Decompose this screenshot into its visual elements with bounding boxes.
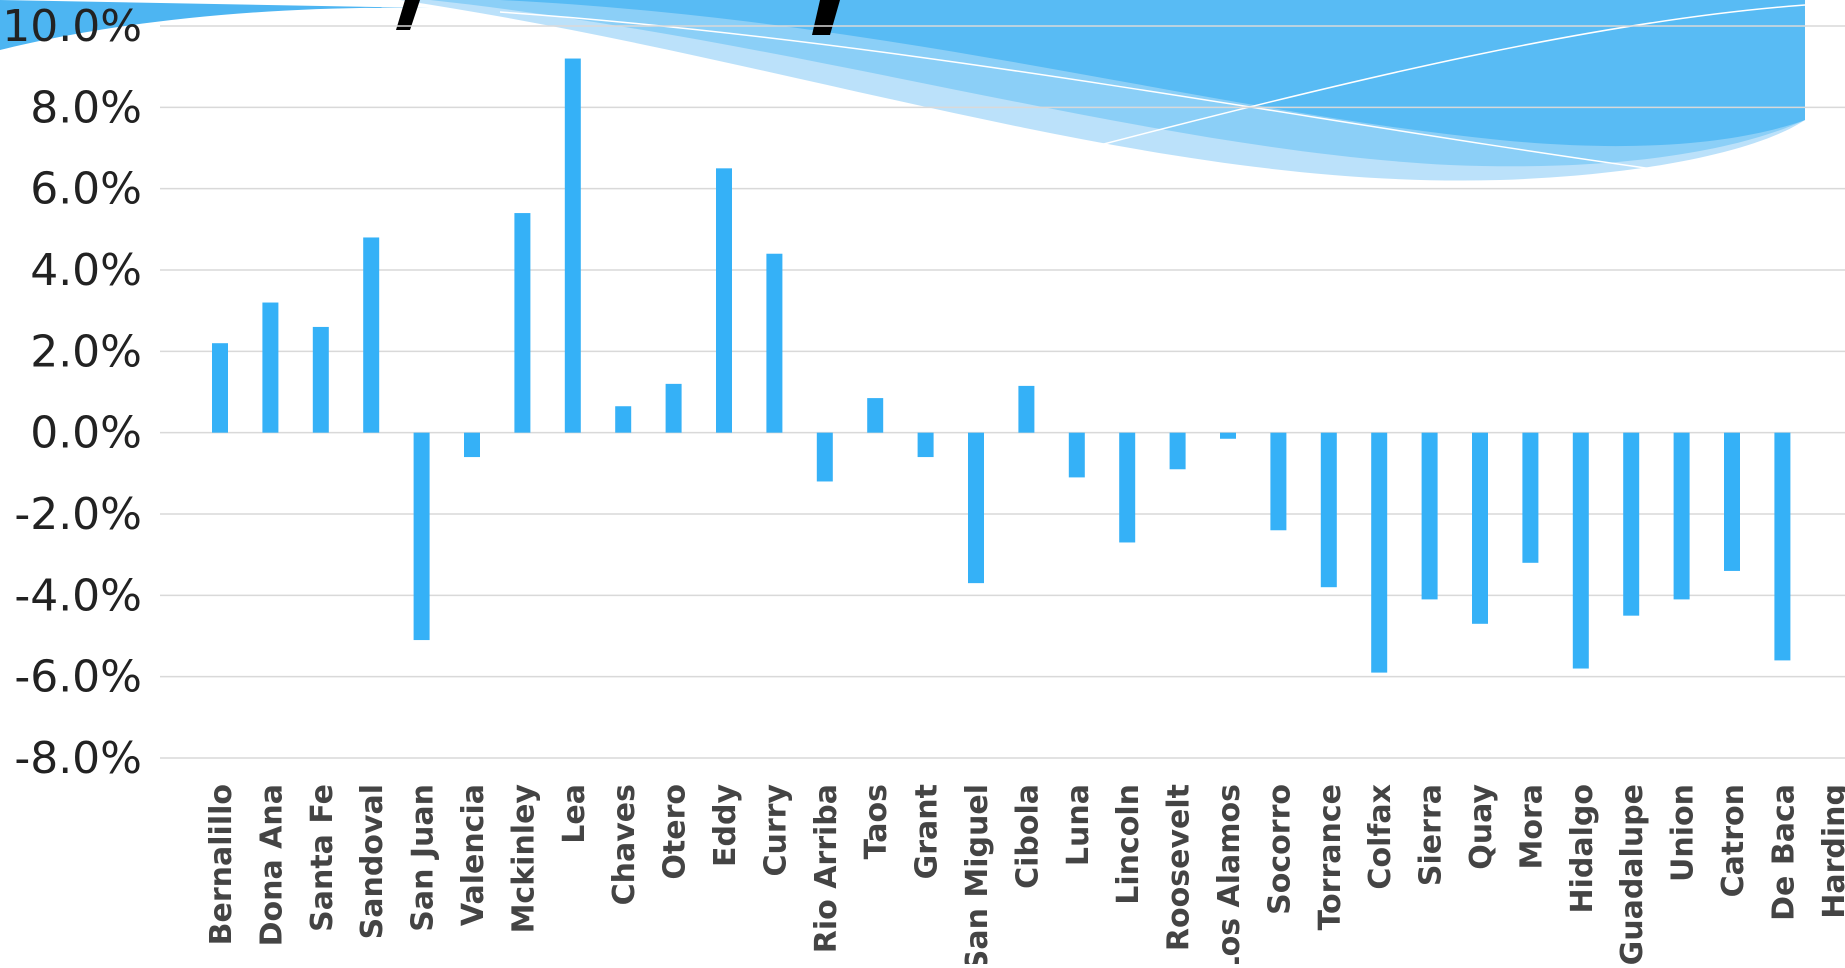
bar bbox=[262, 302, 279, 433]
x-tick-label: Quay bbox=[1464, 784, 1499, 870]
x-tick-label: Rio Arriba bbox=[809, 784, 844, 953]
title-fragment-shape-1 bbox=[396, 0, 420, 30]
x-tick-label: Union bbox=[1666, 784, 1701, 882]
x-tick-label: Catron bbox=[1716, 784, 1751, 897]
y-tick-label: -4.0% bbox=[14, 570, 142, 621]
x-tick-label: De Baca bbox=[1766, 784, 1801, 921]
bar bbox=[413, 432, 430, 641]
x-tick-label: Roosevelt bbox=[1162, 784, 1197, 951]
x-tick-label: Cibola bbox=[1010, 784, 1045, 889]
bar bbox=[1119, 432, 1136, 543]
x-tick-label: Lincoln bbox=[1111, 784, 1146, 905]
bar bbox=[1673, 432, 1690, 600]
bar bbox=[867, 398, 884, 433]
y-axis-ticks: 10.0% 8.0% 6.0% 4.0% 2.0% 0.0% -2.0% -4.0% -6.0%… bbox=[2, 1, 142, 784]
y-tick-label: 8.0% bbox=[30, 82, 142, 133]
bar bbox=[665, 383, 682, 433]
x-tick-label: San Juan bbox=[406, 784, 441, 932]
bar bbox=[968, 432, 984, 584]
x-tick-label: Sierra bbox=[1414, 784, 1449, 886]
bar bbox=[363, 237, 380, 433]
wave-top-left bbox=[0, 0, 430, 50]
x-tick-label: Colfax bbox=[1363, 784, 1398, 890]
bar bbox=[312, 326, 329, 433]
bar bbox=[1220, 432, 1236, 439]
y-tick-label: -2.0% bbox=[14, 489, 142, 540]
x-tick-label: Mckinley bbox=[506, 784, 541, 934]
x-tick-label: San Miguel bbox=[960, 784, 995, 964]
bar bbox=[615, 406, 632, 433]
y-tick-label: 10.0% bbox=[2, 1, 142, 52]
x-tick-label: Curry bbox=[758, 784, 793, 877]
bar bbox=[564, 58, 581, 433]
x-tick-label: Guadalupe bbox=[1615, 784, 1650, 964]
x-tick-label: Luna bbox=[1061, 784, 1096, 866]
bar bbox=[464, 432, 480, 458]
bar bbox=[514, 213, 531, 433]
header-wave-decoration bbox=[0, 0, 1806, 181]
x-tick-label: Hidalgo bbox=[1565, 784, 1600, 913]
bar bbox=[816, 432, 833, 482]
x-tick-label: Lea bbox=[557, 784, 592, 844]
bar bbox=[716, 168, 732, 433]
gridlines bbox=[160, 25, 1845, 759]
bar bbox=[1169, 432, 1186, 470]
wave-band-dark bbox=[500, 0, 1805, 147]
x-tick-label: Bernalillo bbox=[204, 784, 239, 945]
x-tick-label: Taos bbox=[859, 784, 894, 859]
bar bbox=[1774, 432, 1791, 661]
bars bbox=[212, 58, 1791, 673]
x-tick-label: Grant bbox=[910, 784, 945, 879]
bar bbox=[1522, 432, 1539, 563]
y-tick-label: 0.0% bbox=[30, 408, 142, 459]
y-tick-label: 4.0% bbox=[30, 245, 142, 296]
bar bbox=[1320, 432, 1337, 588]
bar bbox=[1270, 432, 1287, 531]
bar bbox=[212, 343, 228, 433]
y-tick-label: -8.0% bbox=[14, 733, 142, 784]
x-tick-label: Mora bbox=[1514, 784, 1549, 870]
bar bbox=[1472, 432, 1488, 624]
wave-line-1 bbox=[499, 11, 1661, 171]
bar bbox=[1018, 385, 1035, 433]
x-tick-label: Valencia bbox=[456, 784, 491, 926]
bar bbox=[1371, 432, 1388, 673]
y-tick-label: 6.0% bbox=[30, 164, 142, 215]
x-tick-label: Torrance bbox=[1313, 784, 1348, 930]
y-tick-label: -6.0% bbox=[14, 652, 142, 703]
x-tick-label: Harding bbox=[1817, 784, 1845, 919]
x-tick-label: Dona Ana bbox=[254, 784, 289, 946]
bar bbox=[1724, 432, 1740, 571]
bar bbox=[766, 253, 783, 433]
x-axis-ticks: Bernalillo Dona Ana Santa Fe Sandoval San Ju… bbox=[204, 784, 1845, 968]
x-tick-label: Chaves bbox=[607, 784, 642, 905]
bar bbox=[917, 432, 934, 458]
bar bbox=[1421, 432, 1438, 600]
y-tick-label: 2.0% bbox=[30, 326, 142, 377]
x-tick-label: Sandoval bbox=[355, 784, 390, 939]
x-tick-label: Eddy bbox=[708, 784, 743, 867]
bar bbox=[1572, 432, 1589, 669]
x-tick-label: Santa Fe bbox=[305, 784, 340, 932]
x-tick-label: Los Alamos bbox=[1212, 784, 1247, 964]
x-tick-label: Socorro bbox=[1262, 784, 1297, 915]
x-tick-label: Otero bbox=[658, 784, 693, 880]
wave-line-2 bbox=[1099, 4, 1806, 146]
bar bbox=[1068, 432, 1085, 478]
bar bbox=[1623, 432, 1640, 616]
